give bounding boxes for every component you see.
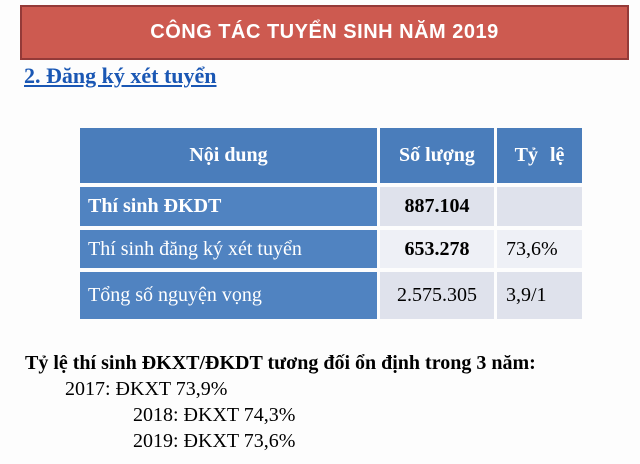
table-row-label-nguyen-vong: Tổng số nguyện vọng: [80, 272, 377, 319]
table-row-quantity-dkxt: 653.278: [380, 230, 494, 268]
table-header-so-luong: Số lượng: [380, 128, 494, 183]
table-row-quantity-nguyen-vong: 2.575.305: [380, 272, 494, 319]
table-row-ratio-dkdt: [497, 187, 582, 226]
summary-line-2017: 2017: ĐKXT 73,9%: [65, 378, 228, 400]
table-row-label-dkxt: Thí sinh đăng ký xét tuyển: [80, 230, 377, 268]
summary-block: Tỷ lệ thí sinh ĐKXT/ĐKDT tương đối ổn đị…: [25, 350, 536, 454]
summary-line-2018: 2018: ĐKXT 74,3%: [133, 404, 296, 426]
table-row-ratio-dkxt: 73,6%: [497, 230, 582, 268]
section-heading: 2. Đăng ký xét tuyển: [24, 63, 217, 88]
admission-table: Nội dung Số lượng Tỷ lệ Thí sinh ĐKDT 88…: [80, 128, 582, 319]
table-row-ratio-nguyen-vong: 3,9/1: [497, 272, 582, 319]
table-header-ty-le: Tỷ lệ: [497, 128, 582, 183]
banner-title: CÔNG TÁC TUYỂN SINH NĂM 2019: [150, 21, 499, 43]
table-row-quantity-dkdt: 887.104: [380, 187, 494, 226]
table-header-noi-dung: Nội dung: [80, 128, 377, 183]
table-row-label-dkdt: Thí sinh ĐKDT: [80, 187, 377, 226]
title-banner: CÔNG TÁC TUYỂN SINH NĂM 2019: [20, 5, 629, 60]
summary-heading: Tỷ lệ thí sinh ĐKXT/ĐKDT tương đối ổn đị…: [25, 352, 536, 374]
summary-line-2019: 2019: ĐKXT 73,6%: [133, 430, 296, 452]
